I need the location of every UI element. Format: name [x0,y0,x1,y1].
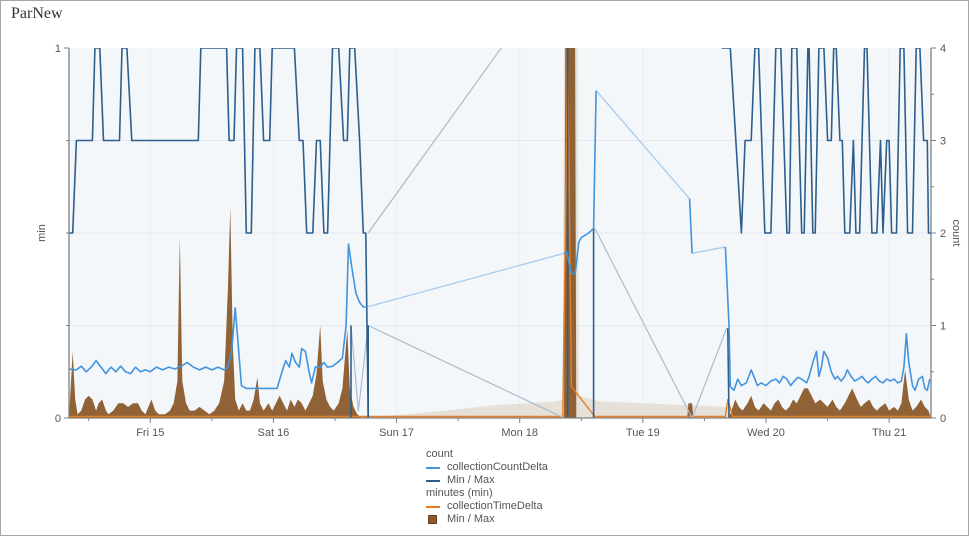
tick-label-left: 1 [55,43,61,55]
series-count-minmax [721,48,931,234]
legend-item: Min / Max [426,474,548,487]
legend-line-swatch [426,505,440,508]
legend-item: collectionCountDelta [426,461,548,474]
legend-line-swatch [426,479,440,482]
tick-label-x: Thu 21 [872,427,906,439]
tick-label-x: Mon 18 [501,427,538,439]
tick-label-x: Tue 19 [626,427,660,439]
series-count-minmax [727,328,730,418]
tick-label-right: 4 [940,43,946,55]
tick-label-right: 3 [940,136,946,148]
series-collectionTimeDelta [69,48,931,418]
tick-label-x: Wed 20 [747,427,785,439]
series-count-minmax [69,48,369,418]
legend-item: Min / Max [426,513,548,526]
tick-label-left: 0 [55,413,61,425]
tick-label-x: Fri 15 [136,427,164,439]
series-collectionCountDelta [69,243,367,390]
tick-label-x: Sun 17 [379,427,414,439]
tick-label-right: 2 [940,228,946,240]
y-axis-left-title: min [36,224,48,242]
series-collectionCountDelta [563,90,597,275]
legend-line-swatch [426,466,440,469]
tick-label-right: 0 [940,413,946,425]
series-count-minmax-interpolated [691,328,728,418]
gc-metrics-chart: 0 1 0 1 2 3 4 Fri 15 Sat 16 Sun 17 Mon 18 Tue 19 Wed… [36,43,962,439]
series-collectionCountDelta [724,246,931,392]
tick-label-right: 1 [940,321,946,333]
series-collectionCountDelta [688,198,693,254]
series-collectionCountDelta-interpolated [691,246,726,254]
series-collectionCountDelta-interpolated [595,90,691,200]
y-axis-right-title: count [950,220,962,247]
legend-label: Min / Max [447,513,495,525]
series-count-minmax-interpolated [367,48,502,234]
series-collectionCountDelta-interpolated [366,252,565,308]
series-count-minmax-interpolated [367,324,565,418]
legend-group-0: count [426,448,453,460]
tick-label-x: Sat 16 [258,427,290,439]
legend-label: collectionCountDelta [447,461,548,473]
legend-square-swatch [428,515,437,524]
legend-label: collectionTimeDelta [447,500,543,512]
legend-label: Min / Max [447,474,495,486]
chart-legend: count collectionCountDelta Min / Max minute… [426,448,548,526]
page-title: ParNew [11,5,63,22]
series-count-minmax-interpolated [594,228,693,418]
series-count-minmax-interpolated [350,325,369,412]
legend-group-1: minutes (min) [426,487,493,499]
legend-item: collectionTimeDelta [426,500,548,513]
